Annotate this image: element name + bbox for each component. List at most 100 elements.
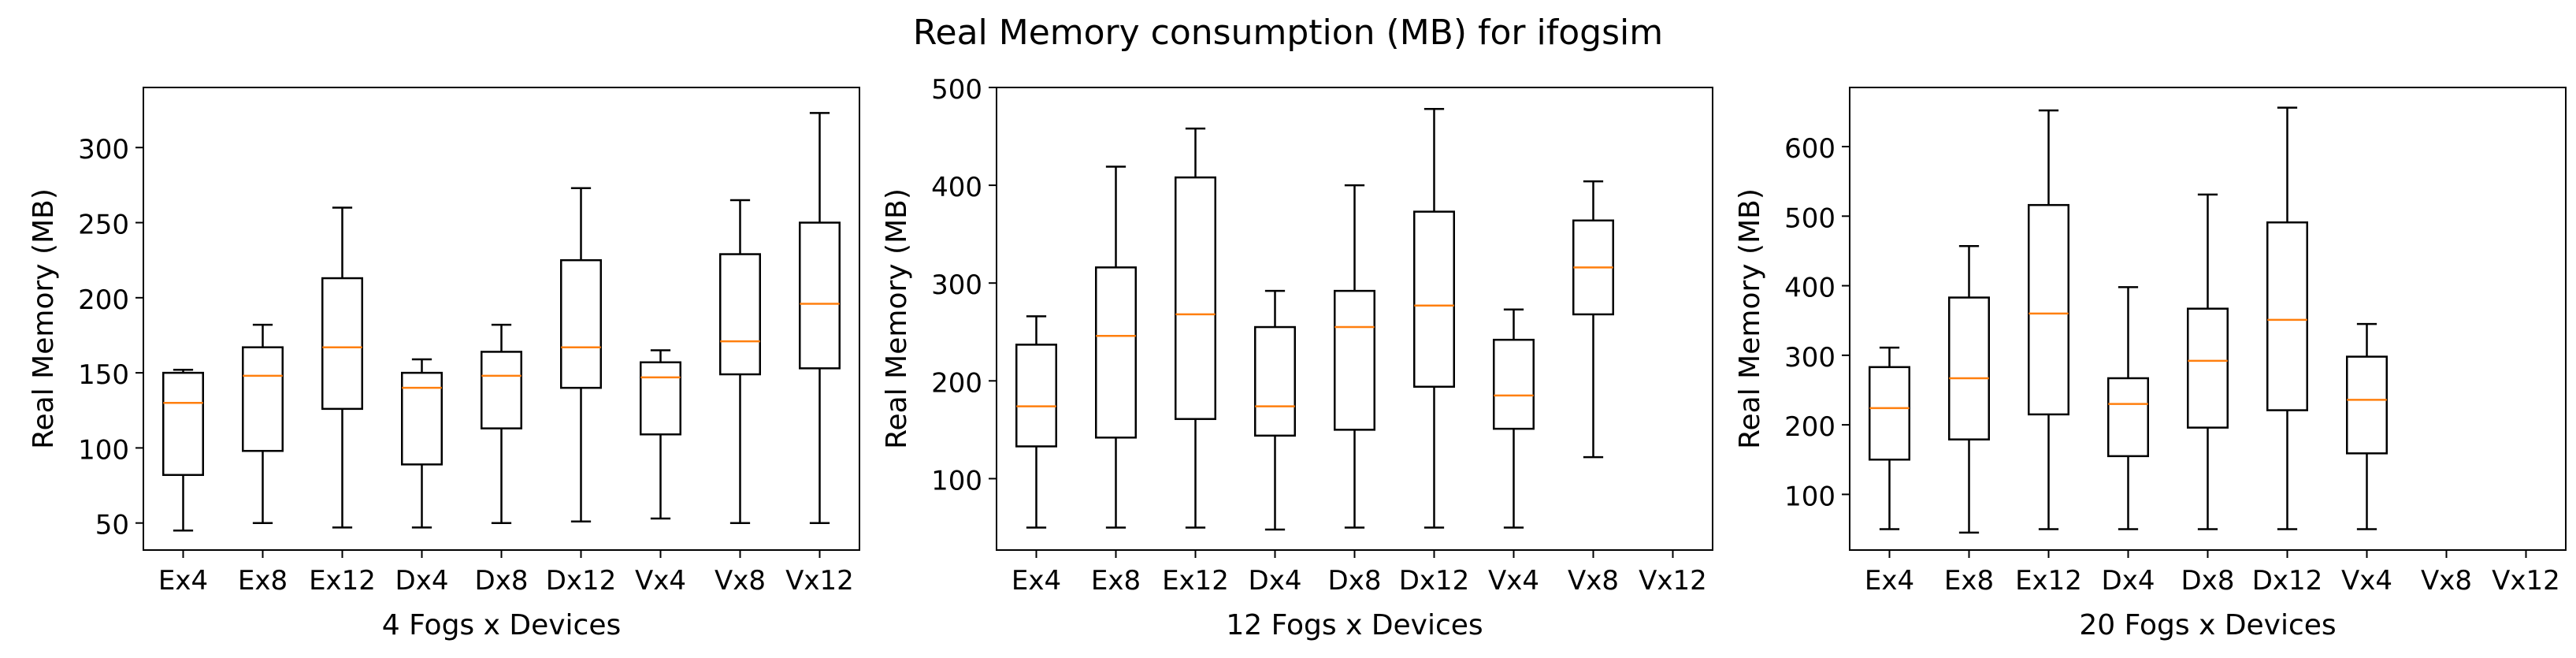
- y-tick-label: 400: [1784, 273, 1835, 304]
- iqr-box: [242, 346, 284, 452]
- x-tick-label-ex8: Ex8: [1091, 565, 1141, 597]
- x-tick-label-ex8: Ex8: [238, 565, 288, 597]
- iqr-box: [321, 277, 363, 411]
- y-axis-label: Real Memory (MB): [881, 188, 913, 449]
- box-ex4: [162, 369, 204, 532]
- box-dx8: [2187, 193, 2229, 530]
- x-tick-label-dx4: Dx4: [395, 565, 449, 597]
- iqr-box: [2028, 203, 2069, 416]
- iqr-box: [2107, 377, 2149, 458]
- x-tick-label-vx8: Vx8: [715, 565, 766, 597]
- subplot-1: 50 100 150 200 250 300 Ex4 Ex8 Ex12 Dx4 Dx8 Dx12 Vx4…: [28, 87, 860, 641]
- figure-title: Real Memory consumption (MB) for ifogsim: [913, 13, 1663, 53]
- y-tick-label: 50: [95, 510, 129, 541]
- x-tick-label-vx4: Vx4: [635, 565, 686, 597]
- iqr-box: [2266, 221, 2308, 411]
- iqr-box: [719, 253, 761, 376]
- iqr-box: [640, 361, 681, 436]
- y-axis-label: Real Memory (MB): [28, 188, 60, 449]
- box-vx4: [2346, 322, 2388, 530]
- iqr-box: [1175, 176, 1216, 420]
- box-ex12: [321, 206, 363, 529]
- subplot-panels: 50 100 150 200 250 300 Ex4 Ex8 Ex12 Dx4 Dx8 Dx12 Vx4…: [28, 74, 2567, 641]
- y-tick-label: 150: [78, 359, 129, 391]
- x-tick-label-ex12: Ex12: [2015, 565, 2082, 597]
- box-dx8: [481, 323, 522, 524]
- y-tick-label: 250: [78, 210, 129, 241]
- box-ex12: [2028, 109, 2069, 530]
- iqr-box: [2187, 307, 2229, 429]
- iqr-box: [1015, 344, 1057, 448]
- box-dx4: [2107, 286, 2149, 530]
- box-vx4: [1493, 308, 1535, 529]
- x-tick-label-vx12: Vx12: [2492, 565, 2560, 597]
- box-ex8: [1095, 165, 1137, 529]
- x-tick-label-dx4: Dx4: [1249, 565, 1302, 597]
- iqr-box: [1493, 338, 1535, 430]
- x-tick-label-dx12: Dx12: [546, 565, 617, 597]
- x-tick-label-dx8: Dx8: [2181, 565, 2235, 597]
- x-tick-label-ex8: Ex8: [1944, 565, 1994, 597]
- axes-frame: [1849, 87, 2567, 551]
- box-dx12: [2266, 106, 2308, 530]
- y-tick-label: 200: [1784, 411, 1835, 443]
- x-axis-label: 20 Fogs x Devices: [2079, 609, 2336, 641]
- box-dx4: [401, 358, 443, 529]
- x-tick-label-dx4: Dx4: [2102, 565, 2155, 597]
- y-tick-label: 400: [931, 172, 982, 203]
- x-tick-label-dx12: Dx12: [2252, 565, 2323, 597]
- box-ex12: [1175, 127, 1216, 529]
- axes-frame: [143, 87, 860, 551]
- x-tick-label-vx4: Vx4: [2341, 565, 2392, 597]
- y-tick-label: 500: [1784, 203, 1835, 234]
- box-dx4: [1254, 289, 1296, 531]
- subplot-3: 100 200 300 400 500 600 Ex4 Ex8 Ex12 Dx4 Dx8 Dx12 Vx…: [1734, 87, 2567, 641]
- x-tick-label-dx8: Dx8: [475, 565, 529, 597]
- iqr-box: [1413, 210, 1455, 388]
- y-tick-label: 100: [1784, 481, 1835, 512]
- x-axis-label: 12 Fogs x Devices: [1226, 609, 1483, 641]
- iqr-box: [1334, 289, 1375, 431]
- iqr-box: [799, 221, 841, 370]
- x-tick-label-dx8: Dx8: [1328, 565, 1382, 597]
- iqr-box: [560, 258, 602, 389]
- subplot-2: 100 200 300 400 500 Ex4 Ex8 Ex12 Dx4 Dx8 Dx12 Vx4 Vx…: [881, 74, 1713, 641]
- y-tick-label: 600: [1784, 133, 1835, 165]
- y-tick-label: 300: [931, 270, 982, 301]
- y-tick-label: 100: [931, 465, 982, 496]
- box-vx8: [1572, 180, 1614, 459]
- iqr-box: [1869, 366, 1910, 461]
- iqr-box: [481, 351, 522, 429]
- y-tick-label: 200: [931, 367, 982, 399]
- box-dx8: [1334, 184, 1375, 529]
- x-tick-label-ex4: Ex4: [1011, 565, 1061, 597]
- x-axis-label: 4 Fogs x Devices: [382, 609, 621, 641]
- y-tick-label: 300: [1784, 342, 1835, 374]
- iqr-box: [162, 371, 204, 476]
- box-ex8: [1948, 245, 1990, 534]
- x-tick-label-dx12: Dx12: [1399, 565, 1470, 597]
- box-vx4: [640, 349, 681, 520]
- iqr-box: [1948, 296, 1990, 441]
- box-ex4: [1015, 315, 1057, 529]
- box-vx8: [719, 199, 761, 524]
- axes-frame: [996, 87, 1713, 551]
- x-tick-label-vx12: Vx12: [1639, 565, 1707, 597]
- box-dx12: [560, 187, 602, 523]
- y-tick-label: 300: [78, 134, 129, 165]
- x-tick-label-vx4: Vx4: [1488, 565, 1539, 597]
- x-tick-label-vx8: Vx8: [2421, 565, 2472, 597]
- y-axis-label: Real Memory (MB): [1734, 188, 1766, 449]
- box-dx12: [1413, 108, 1455, 529]
- iqr-box: [1254, 325, 1296, 437]
- x-tick-label-ex12: Ex12: [1162, 565, 1229, 597]
- iqr-box: [2346, 355, 2388, 455]
- box-vx12: [799, 112, 841, 524]
- iqr-box: [401, 371, 443, 466]
- x-tick-label-vx8: Vx8: [1568, 565, 1619, 597]
- iqr-box: [1095, 266, 1137, 439]
- box-ex4: [1869, 346, 1910, 530]
- y-tick-label: 200: [78, 284, 129, 316]
